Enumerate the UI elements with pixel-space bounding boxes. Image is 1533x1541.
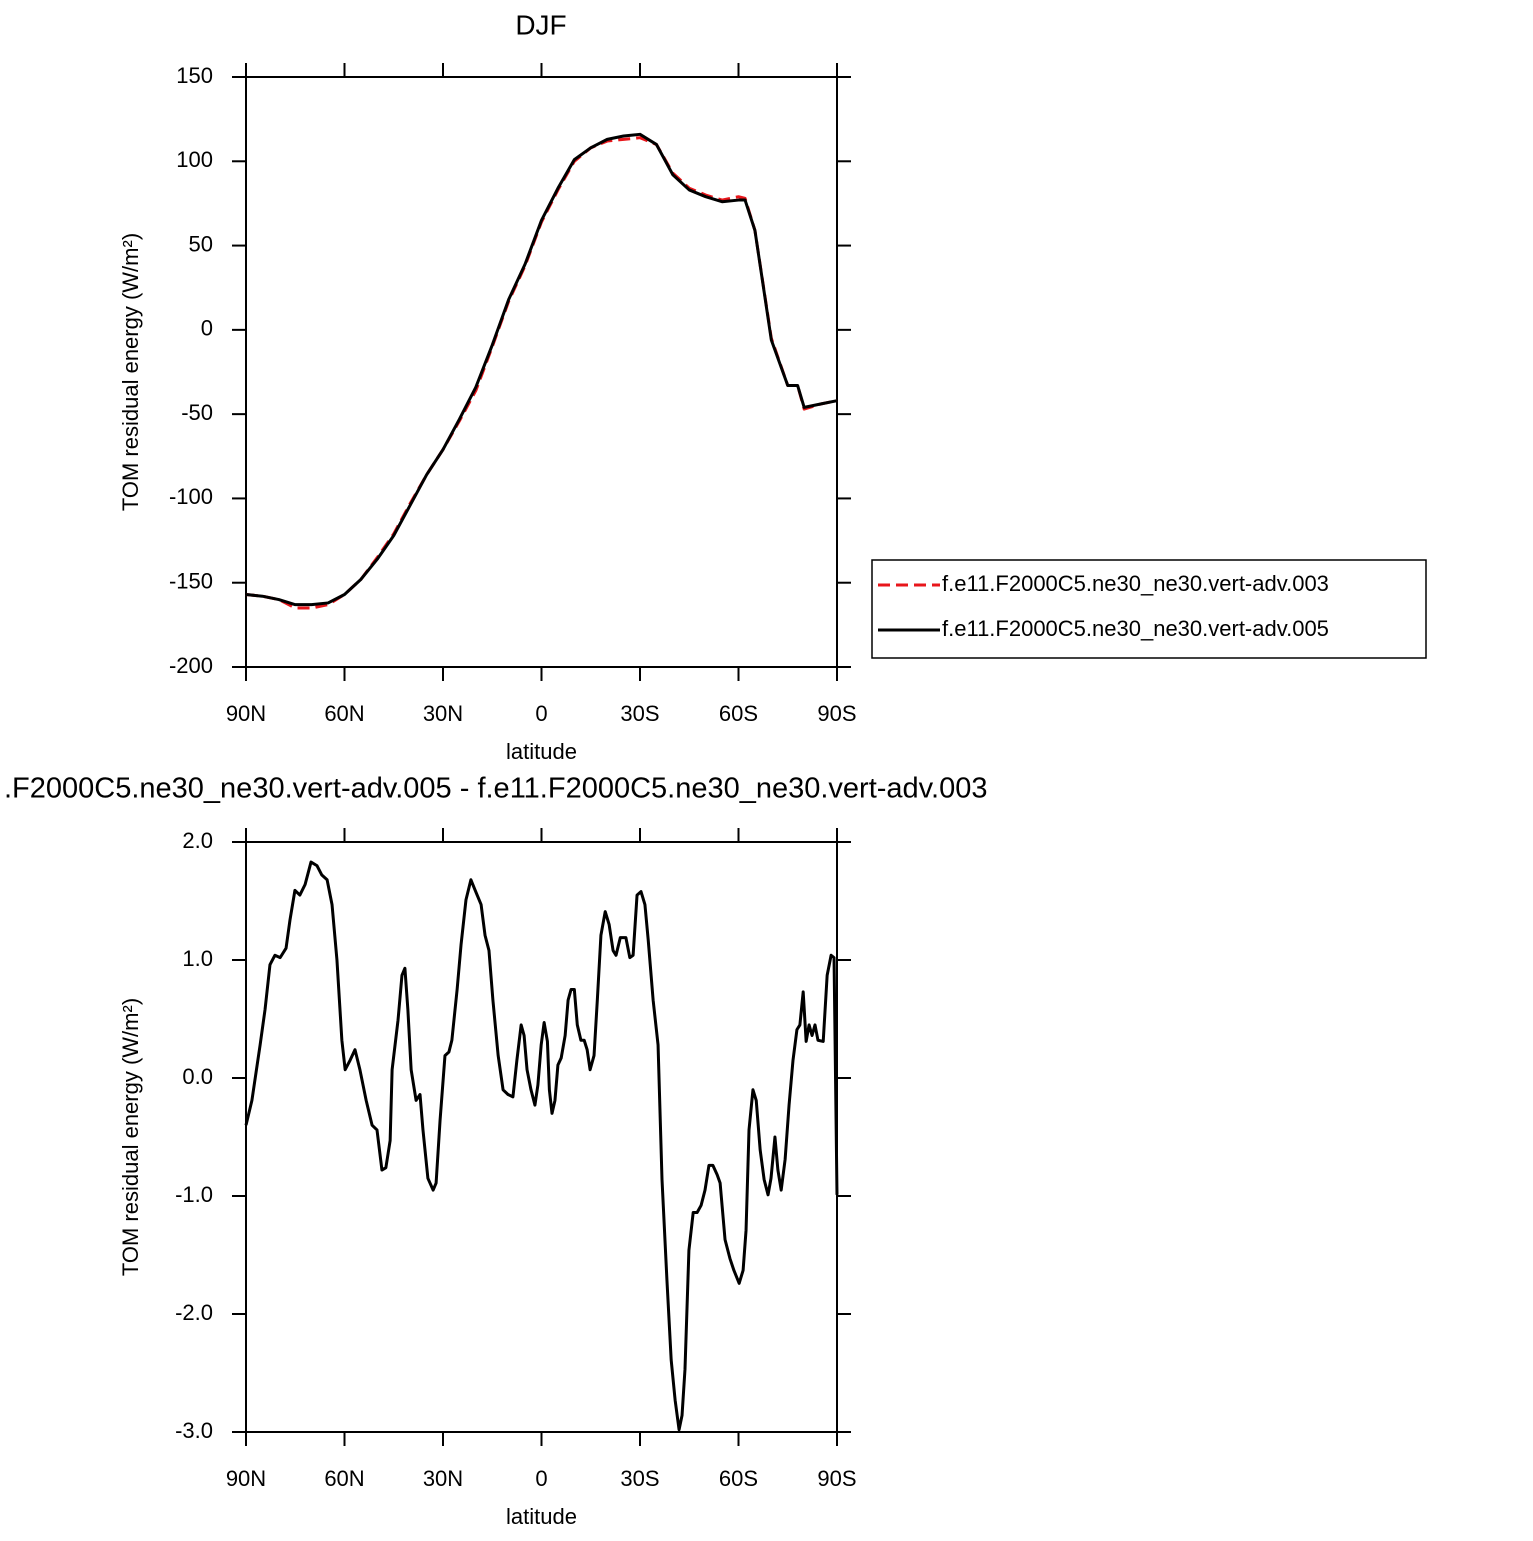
x-tick-label: 30N — [423, 701, 463, 726]
x-tick-label: 60S — [719, 1466, 758, 1491]
x-tick-label: 60N — [324, 701, 364, 726]
y-tick-label: 150 — [176, 63, 213, 88]
y-tick-label: -200 — [169, 653, 213, 678]
y-tick-label: 0.0 — [182, 1064, 213, 1089]
chart-title: .F2000C5.ne30_ne30.vert-adv.005 - f.e11.… — [4, 773, 987, 805]
x-tick-label: 30S — [620, 1466, 659, 1491]
y-tick-label: 0 — [201, 316, 213, 341]
y-tick-label: -2.0 — [175, 1300, 213, 1325]
y-tick-label: 50 — [189, 231, 213, 256]
x-tick-label: 30N — [423, 1466, 463, 1491]
x-tick-label: 60S — [719, 701, 758, 726]
chart-title: DJF — [515, 9, 566, 40]
x-tick-label: 90N — [226, 701, 266, 726]
x-axis-label: latitude — [506, 1504, 577, 1529]
y-tick-label: -50 — [181, 400, 213, 425]
legend-box — [871, 559, 1427, 659]
x-tick-label: 90S — [817, 1466, 856, 1491]
x-tick-label: 90S — [817, 701, 856, 726]
y-axis-label: TOM residual energy (W/m²) — [118, 998, 143, 1276]
y-tick-label: 2.0 — [182, 828, 213, 853]
y-tick-label: -1.0 — [175, 1182, 213, 1207]
legend-label: f.e11.F2000C5.ne30_ne30.vert-adv.005 — [942, 616, 1329, 641]
y-tick-label: -3.0 — [175, 1418, 213, 1443]
y-tick-label: 100 — [176, 147, 213, 172]
legend-label: f.e11.F2000C5.ne30_ne30.vert-adv.003 — [942, 571, 1329, 596]
y-tick-label: -150 — [169, 569, 213, 594]
y-tick-label: -100 — [169, 484, 213, 509]
plot-frame — [245, 76, 838, 668]
series-line — [245, 132, 838, 607]
x-tick-label: 0 — [535, 701, 547, 726]
series-line — [244, 860, 839, 1432]
y-axis-label: TOM residual energy (W/m²) — [118, 233, 143, 511]
x-axis-label: latitude — [506, 739, 577, 764]
x-tick-label: 30S — [620, 701, 659, 726]
y-tick-label: 1.0 — [182, 946, 213, 971]
x-tick-label: 0 — [535, 1466, 547, 1491]
x-tick-label: 90N — [226, 1466, 266, 1491]
x-tick-label: 60N — [324, 1466, 364, 1491]
